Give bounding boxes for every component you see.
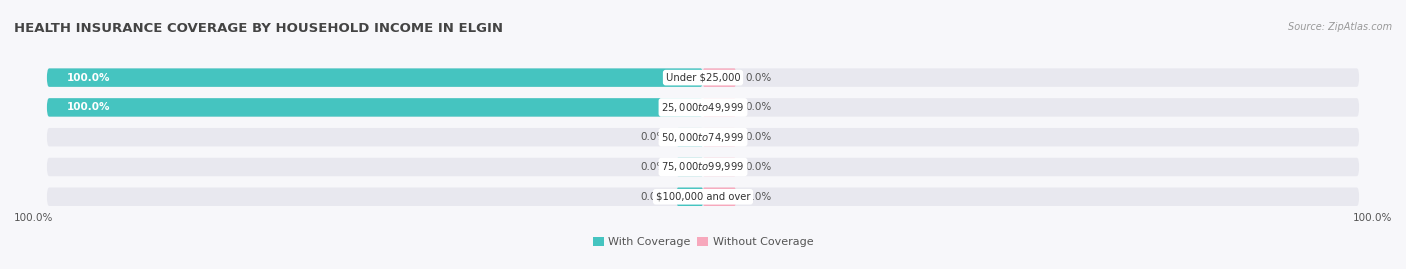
- Legend: With Coverage, Without Coverage: With Coverage, Without Coverage: [588, 232, 818, 252]
- Text: 100.0%: 100.0%: [14, 213, 53, 223]
- FancyBboxPatch shape: [676, 187, 703, 206]
- FancyBboxPatch shape: [46, 128, 1360, 146]
- FancyBboxPatch shape: [46, 98, 1360, 117]
- Text: 0.0%: 0.0%: [745, 102, 772, 112]
- FancyBboxPatch shape: [703, 98, 735, 117]
- FancyBboxPatch shape: [703, 128, 735, 146]
- Text: 100.0%: 100.0%: [1353, 213, 1392, 223]
- Text: $100,000 and over: $100,000 and over: [655, 192, 751, 202]
- Text: $75,000 to $99,999: $75,000 to $99,999: [661, 161, 745, 174]
- Text: $25,000 to $49,999: $25,000 to $49,999: [661, 101, 745, 114]
- Text: 100.0%: 100.0%: [66, 102, 110, 112]
- FancyBboxPatch shape: [46, 158, 1360, 176]
- Text: Source: ZipAtlas.com: Source: ZipAtlas.com: [1288, 22, 1392, 31]
- FancyBboxPatch shape: [676, 158, 703, 176]
- Text: HEALTH INSURANCE COVERAGE BY HOUSEHOLD INCOME IN ELGIN: HEALTH INSURANCE COVERAGE BY HOUSEHOLD I…: [14, 22, 503, 34]
- Text: 0.0%: 0.0%: [641, 192, 666, 202]
- FancyBboxPatch shape: [46, 187, 1360, 206]
- FancyBboxPatch shape: [46, 68, 703, 87]
- Text: 0.0%: 0.0%: [745, 162, 772, 172]
- Text: 100.0%: 100.0%: [66, 73, 110, 83]
- Text: 0.0%: 0.0%: [745, 132, 772, 142]
- Text: 0.0%: 0.0%: [745, 192, 772, 202]
- FancyBboxPatch shape: [46, 68, 1360, 87]
- FancyBboxPatch shape: [676, 128, 703, 146]
- FancyBboxPatch shape: [703, 187, 735, 206]
- FancyBboxPatch shape: [703, 158, 735, 176]
- FancyBboxPatch shape: [46, 98, 703, 117]
- Text: $50,000 to $74,999: $50,000 to $74,999: [661, 131, 745, 144]
- Text: 0.0%: 0.0%: [641, 132, 666, 142]
- Text: 0.0%: 0.0%: [745, 73, 772, 83]
- Text: 0.0%: 0.0%: [641, 162, 666, 172]
- FancyBboxPatch shape: [703, 68, 735, 87]
- Text: Under $25,000: Under $25,000: [665, 73, 741, 83]
